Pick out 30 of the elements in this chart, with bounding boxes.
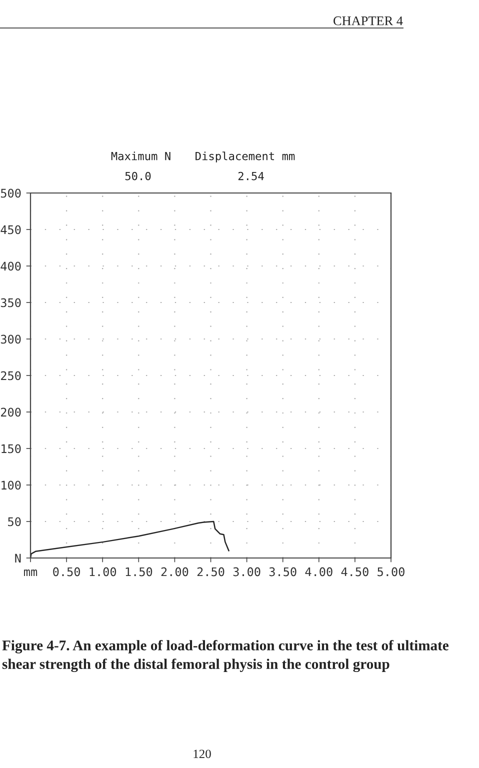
text: 120 (194, 750, 211, 758)
y-tick-label: 150 (2, 444, 21, 454)
x-tick-label: 0.50 (53, 567, 80, 576)
text: Maximum N (111, 152, 170, 160)
x-tick-label: 5.00 (378, 567, 404, 576)
y-tick-label: 300 (0, 334, 21, 344)
x-tick-label: mm (24, 569, 38, 576)
x-tick-label: 4.00 (305, 567, 332, 576)
x-tick-label: 3.50 (269, 567, 296, 576)
x-tick-label: 3.00 (233, 567, 260, 576)
y-tick-label: 500 (0, 188, 21, 198)
y-tick-label: 100 (2, 480, 21, 490)
y-tick-label: 250 (1, 371, 21, 380)
y-tick-label: 200 (1, 408, 21, 417)
text: CHAPTER 4 (334, 16, 403, 26)
y-tick-label: 450 (0, 225, 21, 234)
y-tick-label: N (15, 554, 21, 563)
text: 2.54 (238, 172, 264, 180)
text: 50.0 (125, 172, 151, 180)
x-tick-label: 2.50 (197, 567, 224, 576)
caption: Figure 4-7. An example of load-deformation curve in the test of ultimate shear strength of the distal femoral physis in the control group (2, 640, 449, 672)
x-tick-label: 2.00 (161, 567, 188, 576)
y-tick-label: 400 (0, 262, 21, 271)
x-tick-label: 1.50 (126, 567, 152, 576)
y-tick-label: 50 (8, 517, 21, 526)
y-tick-label: 350 (0, 298, 21, 308)
text: Displacement mm (196, 152, 295, 162)
line-series (30, 520, 230, 558)
x-tick-label: 4.50 (341, 567, 368, 576)
x-tick-label: 1.00 (90, 567, 116, 576)
